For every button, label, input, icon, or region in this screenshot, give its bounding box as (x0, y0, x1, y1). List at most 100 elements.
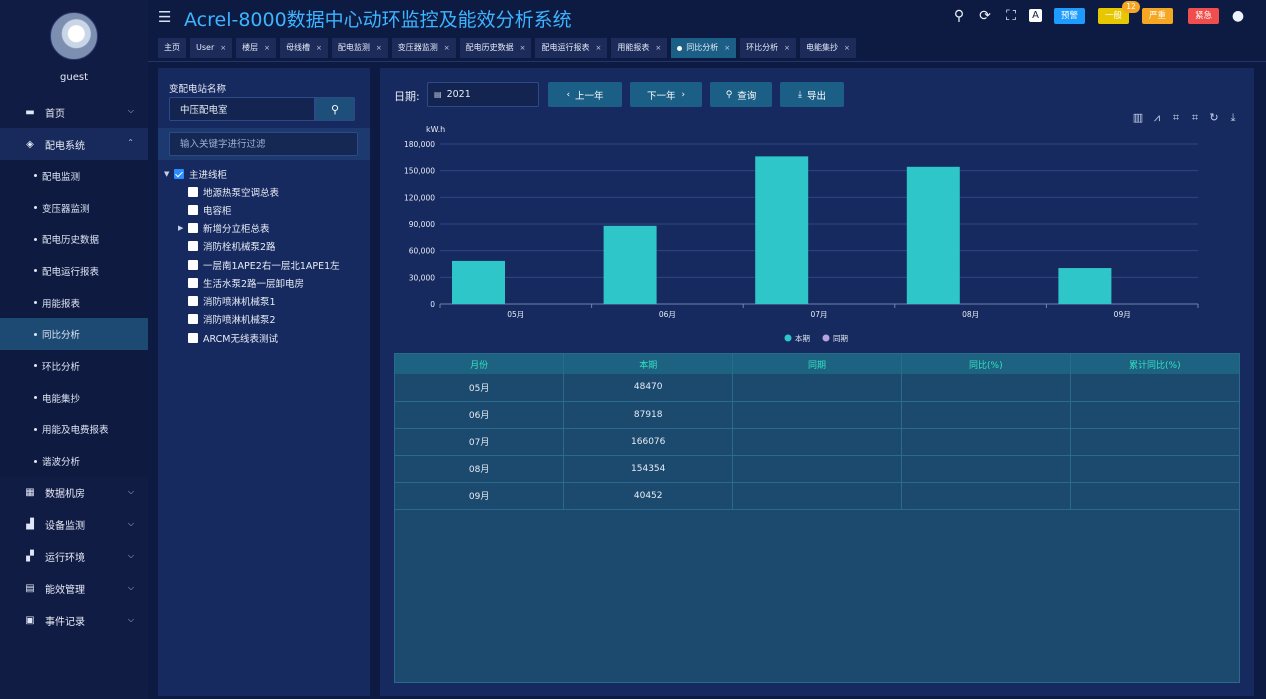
language-icon[interactable]: A (1029, 9, 1042, 22)
tree-checkbox[interactable] (188, 260, 198, 270)
tab-transformer-monitoring[interactable]: 变压器监测 × (391, 38, 456, 58)
caret-right-icon[interactable]: ▶ (178, 224, 184, 232)
zoom-icon[interactable]: ⌗ (1172, 111, 1180, 124)
tree-node[interactable]: 地源热泵空调总表 (188, 185, 279, 199)
tree-node[interactable]: 消防喷淋机械泵2 (188, 312, 276, 326)
search-icon[interactable]: ⚲ (953, 8, 965, 24)
tree-checkbox[interactable] (188, 241, 198, 251)
tab-user[interactable]: User × (190, 38, 233, 58)
date-picker[interactable]: ▤ 2021 (427, 82, 539, 107)
table-row[interactable]: 09月 40452 (395, 482, 1239, 510)
query-button[interactable]: ⚲ 查询 (710, 82, 772, 107)
close-icon[interactable]: × (595, 44, 602, 52)
download-icon: ⤓ (798, 89, 802, 100)
tree-checkbox[interactable] (188, 223, 198, 233)
sidebar-item-device-monitoring[interactable]: ▟ 设备监测 ⌵ (0, 509, 148, 541)
sidebar-subitem-transformer-monitoring[interactable]: 变压器监测 (0, 191, 148, 224)
close-icon[interactable]: × (519, 44, 526, 52)
export-button[interactable]: ⤓ 导出 (780, 82, 844, 107)
alarm-serious-button[interactable]: 严重 (1142, 8, 1174, 24)
tree-node[interactable]: ARCM无线表测试 (188, 331, 278, 345)
close-icon[interactable]: × (375, 44, 382, 52)
sidebar-subitem-power-monitoring[interactable]: 配电监测 (0, 160, 148, 192)
sidebar-item-power-distribution[interactable]: ◈ 配电系统 ⌃ (0, 128, 148, 160)
close-icon[interactable]: × (784, 44, 790, 52)
sidebar-subitem-power-history[interactable]: 配电历史数据 (0, 223, 148, 256)
tab-yoy-analysis[interactable]: 同比分析 × (671, 38, 737, 58)
table-row[interactable]: 05月 48470 (395, 374, 1239, 402)
station-search-button[interactable]: ⚲ (315, 97, 355, 121)
tree-checkbox[interactable] (188, 187, 198, 197)
tree-node[interactable]: 电容柜 (188, 203, 232, 217)
tree-checkbox[interactable] (188, 205, 198, 215)
tree-checkbox[interactable] (188, 314, 198, 324)
tab-floor[interactable]: 楼层 × (236, 38, 276, 58)
column-header[interactable]: 本期 (563, 354, 734, 374)
alarm-urgent-button[interactable]: 紧急 (1188, 8, 1220, 24)
table-row[interactable]: 07月 166076 (395, 428, 1239, 456)
tree-checkbox[interactable] (174, 169, 184, 179)
tab-home[interactable]: 主页 (158, 38, 186, 58)
table-row[interactable]: 08月 154354 (395, 455, 1239, 483)
table-row[interactable]: 06月 87918 (395, 401, 1239, 429)
tree-checkbox[interactable] (188, 278, 198, 288)
tree-node-main-incoming[interactable]: ▼ 主进线柜 (164, 167, 227, 181)
alarm-general-button[interactable]: 一般 (1098, 8, 1130, 24)
sidebar-subitem-energy-report[interactable]: 用能报表 (0, 286, 148, 319)
tab-meter-reading[interactable]: 电能集抄 × (799, 38, 856, 58)
sidebar-subitem-yoy-analysis[interactable]: 同比分析 (0, 318, 148, 351)
next-year-button[interactable]: 下一年 › (630, 82, 702, 107)
close-icon[interactable]: × (843, 44, 850, 52)
filter-input[interactable] (169, 132, 358, 156)
tree-node[interactable]: 一层南1APE2右一层北1APE1左 (188, 258, 340, 272)
column-header[interactable]: 同比(%) (901, 354, 1071, 374)
sidebar-item-home[interactable]: ▬ 首页 ⌵ (0, 96, 148, 128)
column-header[interactable]: 累计同比(%) (1070, 354, 1239, 374)
column-header[interactable]: 同期 (732, 354, 902, 374)
tab-power-history[interactable]: 配电历史数据 × (459, 38, 532, 58)
sidebar-item-environment[interactable]: ▞ 运行环境 ⌵ (0, 541, 148, 573)
zoom-reset-icon[interactable]: ⌗ (1191, 111, 1199, 124)
caret-down-icon[interactable]: ▼ (164, 170, 170, 178)
bar-chart-switch-icon[interactable]: ▥ (1132, 111, 1144, 124)
tab-operation-report[interactable]: 配电运行报表 × (535, 38, 608, 58)
station-input[interactable] (169, 97, 315, 121)
sidebar-subitem-mom-analysis[interactable]: 环比分析 (0, 350, 148, 382)
tab-energy-report[interactable]: 用能报表 × (611, 38, 668, 58)
save-image-icon[interactable]: ⤓ (1230, 111, 1236, 124)
close-icon[interactable]: × (220, 44, 227, 52)
menu-toggle-icon[interactable]: ☰ (158, 8, 172, 26)
close-icon[interactable]: × (724, 44, 731, 52)
sidebar-subitem-energy-cost-report[interactable]: 用能及电费报表 (0, 413, 148, 446)
sidebar-subitem-operation-report[interactable]: 配电运行报表 (0, 255, 148, 287)
sidebar-item-data-room[interactable]: ▦ 数据机房 ⌵ (0, 477, 148, 509)
close-icon[interactable]: × (315, 44, 322, 52)
line-chart-switch-icon[interactable]: ⩘ (1153, 111, 1161, 124)
tree-checkbox[interactable] (188, 333, 198, 343)
y-tick-label: 150,000 (404, 167, 435, 176)
user-icon[interactable]: ● (1231, 8, 1245, 24)
close-icon[interactable]: × (264, 44, 270, 52)
refresh-icon[interactable]: ⟳ (979, 8, 991, 24)
avatar[interactable] (50, 12, 98, 60)
alarm-warning-button[interactable]: 预警 (1054, 8, 1086, 24)
fullscreen-icon[interactable]: ⛶ (1006, 8, 1016, 24)
tab-mom-analysis[interactable]: 环比分析 × (740, 38, 796, 58)
tree-node[interactable]: 消防栓机械泵2路 (188, 239, 276, 253)
tree-checkbox[interactable] (188, 296, 198, 306)
sidebar-subitem-harmonic-analysis[interactable]: 谐波分析 (0, 445, 148, 477)
tree-node[interactable]: 消防喷淋机械泵1 (188, 294, 276, 308)
tree-node[interactable]: 生活水泵2路一层卸电房 (188, 276, 304, 290)
restore-icon[interactable]: ↻ (1209, 111, 1219, 124)
tab-power-monitoring[interactable]: 配电监测 × (331, 38, 388, 58)
column-header[interactable]: 月份 (395, 354, 565, 374)
tab-busway[interactable]: 母线槽 × (279, 38, 328, 58)
sidebar-subitem-meter-reading[interactable]: 电能集抄 (0, 381, 148, 414)
tree-node[interactable]: ▶ 新增分立柜总表 (178, 221, 270, 235)
sidebar-item-energy-management[interactable]: ▤ 能效管理 ⌵ (0, 573, 148, 605)
close-icon[interactable]: × (655, 44, 662, 52)
tree-node-label: ARCM无线表测试 (203, 334, 278, 345)
prev-year-button[interactable]: ‹ 上一年 (548, 82, 622, 107)
close-icon[interactable]: × (443, 44, 450, 52)
sidebar-item-event-log[interactable]: ▣ 事件记录 ⌵ (0, 605, 148, 637)
